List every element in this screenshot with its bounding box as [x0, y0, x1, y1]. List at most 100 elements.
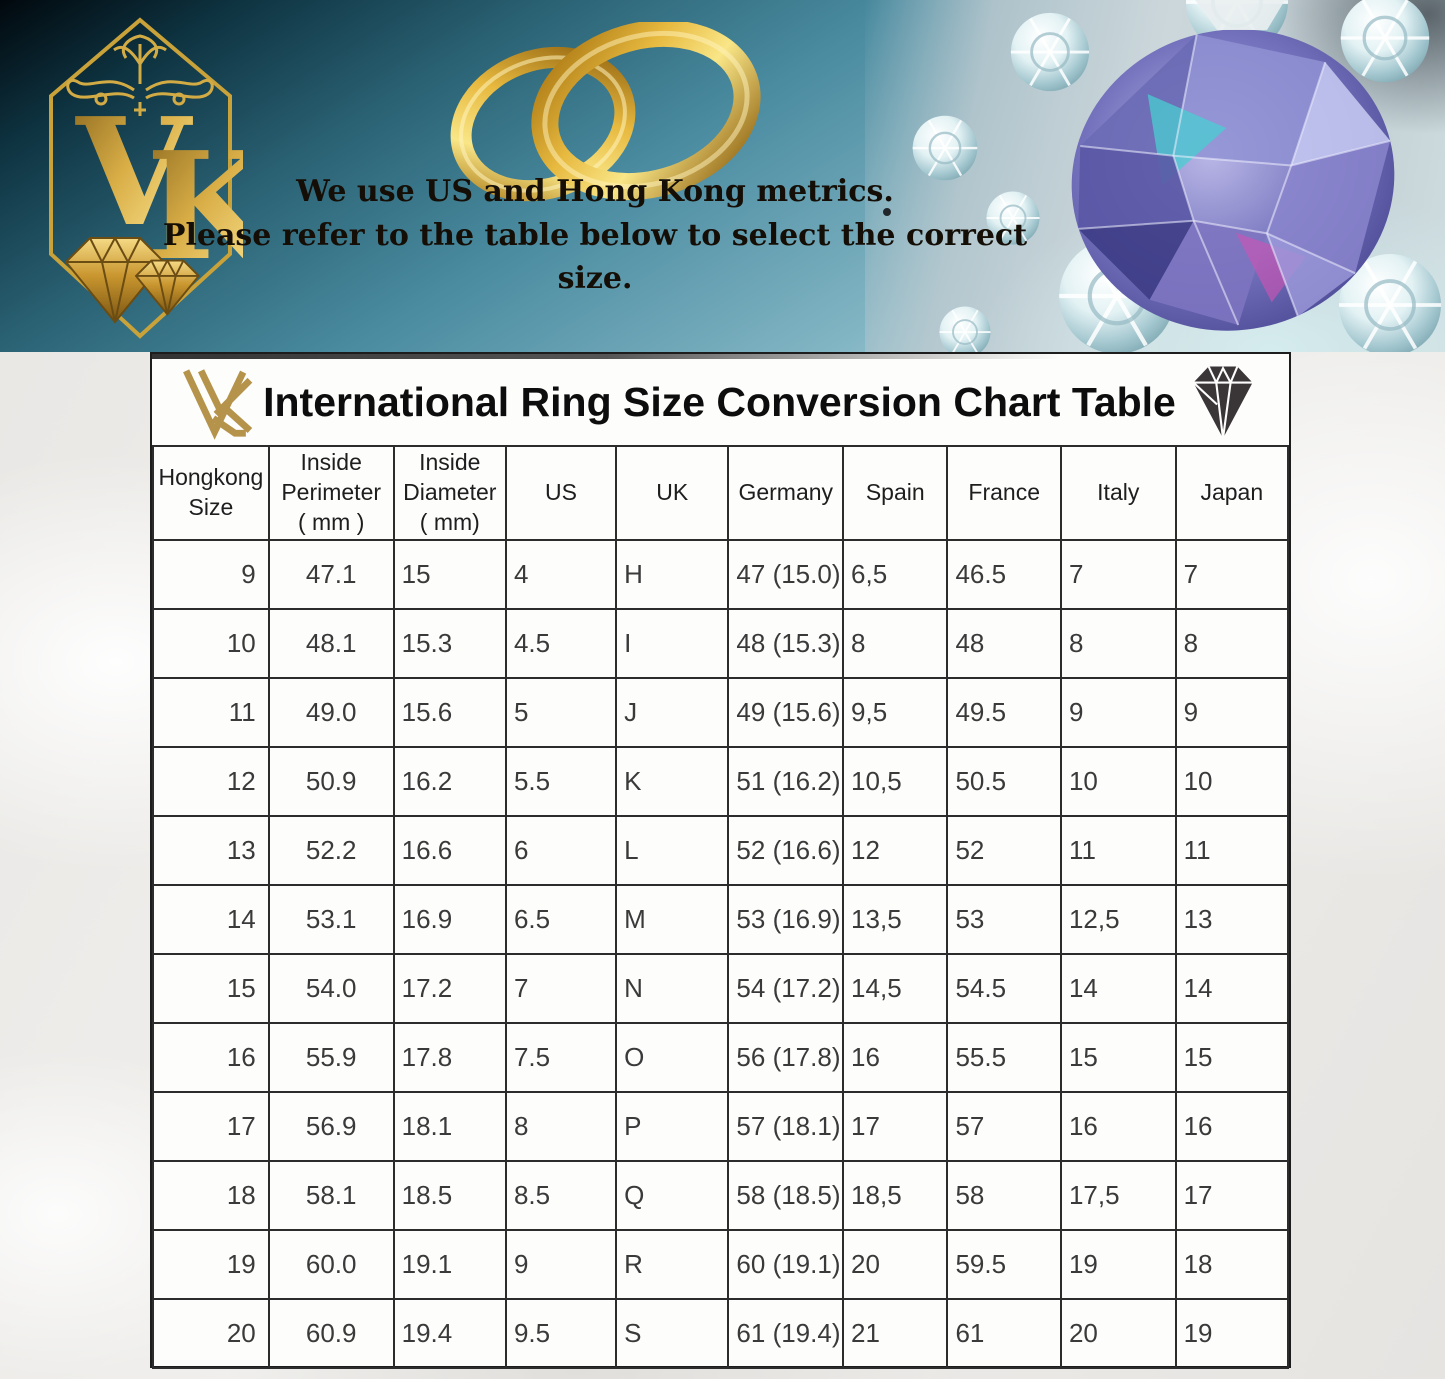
diamonds-photo [865, 0, 1445, 352]
table-cell: 61 [946, 1297, 1062, 1369]
table-cell: 53.1 [267, 883, 395, 955]
table-cell: 17 [152, 1090, 270, 1162]
table-cell: 19 [1059, 1228, 1177, 1300]
table-cell: J [615, 676, 730, 748]
table-cell: 7 [1059, 538, 1177, 610]
table-cell: 20 [842, 1228, 949, 1300]
table-cell: 5.5 [504, 745, 618, 817]
table-cell: 17 [1174, 1159, 1290, 1231]
table-cell: 13 [1174, 883, 1290, 955]
table-cell: 47.1 [267, 538, 395, 610]
table-row: 15 54.0 17.2 7 N 54 (17.2) 14,5 54.5 14 14 [152, 952, 1290, 1024]
vk-monogram-icon [183, 369, 253, 440]
table-cell: 14,5 [842, 952, 949, 1024]
table-cell: 15 [1059, 1021, 1177, 1093]
table-cell: 15 [152, 952, 270, 1024]
table-cell: 19.1 [392, 1228, 507, 1300]
table-row: 14 53.1 16.9 6.5 M 53 (16.9) 13,5 53 12,5 13 [152, 883, 1290, 955]
table-cell: 55.5 [946, 1021, 1062, 1093]
ring-size-chart-card: International Ring Size Conversion Chart… [150, 352, 1291, 1369]
table-cell: 17.8 [392, 1021, 507, 1093]
table-row: 9 47.1 15 4 H 47 (15.0) 6,5 46.5 7 7 [152, 538, 1290, 610]
table-cell: 54.5 [946, 952, 1062, 1024]
table-cell: 9.5 [504, 1297, 618, 1369]
table-cell: 19 [1174, 1297, 1290, 1369]
table-cell: 52.2 [267, 814, 395, 886]
table-cell: 8 [842, 607, 949, 679]
table-cell: 13,5 [842, 883, 949, 955]
table-cell: 53 (16.9) [727, 883, 845, 955]
column-header: Japan [1174, 445, 1290, 541]
table-cell: 60.0 [267, 1228, 395, 1300]
logo-letter-v: V [75, 85, 193, 259]
table-cell: 16 [1174, 1090, 1290, 1162]
table-cell: 60.9 [267, 1297, 395, 1369]
table-cell: 49.5 [946, 676, 1062, 748]
table-cell: 18 [1174, 1228, 1290, 1300]
table-cell: 16 [152, 1021, 270, 1093]
table-cell: 10 [1174, 745, 1290, 817]
table-cell: H [615, 538, 730, 610]
table-cell: 12 [152, 745, 270, 817]
table-cell: 50.5 [946, 745, 1062, 817]
table-cell: 15 [1174, 1021, 1290, 1093]
table-cell: 58.1 [267, 1159, 395, 1231]
table-cell: 9 [1059, 676, 1177, 748]
table-row: 17 56.9 18.1 8 P 57 (18.1) 17 57 16 16 [152, 1090, 1290, 1162]
column-header: Spain [842, 445, 949, 541]
table-cell: 9 [1174, 676, 1290, 748]
column-header: UK [615, 445, 730, 541]
table-cell: 9 [504, 1228, 618, 1300]
table-cell: I [615, 607, 730, 679]
ring-size-table: Hongkong Size Inside Perimeter ( mm ) Insi… [152, 445, 1290, 1369]
table-cell: S [615, 1297, 730, 1369]
column-header: Italy [1059, 445, 1177, 541]
table-cell: 49.0 [267, 676, 395, 748]
table-cell: 8 [1059, 607, 1177, 679]
big-violet-diamond [1071, 29, 1395, 331]
column-header: France [946, 445, 1062, 541]
table-cell: 10 [1059, 745, 1177, 817]
table-cell: 6 [504, 814, 618, 886]
column-header: Inside Perimeter ( mm ) [267, 445, 395, 541]
table-cell: 8 [504, 1090, 618, 1162]
table-cell: 57 [946, 1090, 1062, 1162]
table-cell: 53 [946, 883, 1062, 955]
table-cell: 18.1 [392, 1090, 507, 1162]
table-cell: 15.6 [392, 676, 507, 748]
table-cell: 54 (17.2) [727, 952, 845, 1024]
table-cell: 10,5 [842, 745, 949, 817]
banner-message-line2: Please refer to the table below to selec… [162, 217, 1028, 297]
table-cell: 20 [152, 1297, 270, 1369]
table-cell: 49 (15.6) [727, 676, 845, 748]
table-header-row: Hongkong Size Inside Perimeter ( mm ) Insi… [152, 445, 1290, 541]
table-cell: 12 [842, 814, 949, 886]
chart-title: International Ring Size Conversion Chart… [263, 378, 1176, 425]
table-cell: 6,5 [842, 538, 949, 610]
table-cell: 16 [1059, 1090, 1177, 1162]
table-row: 18 58.1 18.5 8.5 Q 58 (18.5) 18,5 58 17,5 17 [152, 1159, 1290, 1231]
table-cell: 19.4 [392, 1297, 507, 1369]
table-row: 20 60.9 19.4 9.5 S 61 (19.4) 21 61 20 19 [152, 1297, 1290, 1369]
chart-title-bar: International Ring Size Conversion Chart… [152, 359, 1289, 445]
table-cell: 11 [1174, 814, 1290, 886]
table-cell: 17.2 [392, 952, 507, 1024]
banner-message: We use US and Hong Kong metrics. Please … [160, 170, 1030, 301]
table-row: 11 49.0 15.6 5 J 49 (15.6) 9,5 49.5 9 9 [152, 676, 1290, 748]
card-top-shadow [152, 354, 1289, 359]
table-cell: 18.5 [392, 1159, 507, 1231]
table-cell: 58 [946, 1159, 1062, 1231]
table-cell: 16.6 [392, 814, 507, 886]
table-cell: 56 (17.8) [727, 1021, 845, 1093]
table-cell: 19 [152, 1228, 270, 1300]
table-cell: 8 [1174, 607, 1290, 679]
table-cell: 16.9 [392, 883, 507, 955]
table-cell: 16.2 [392, 745, 507, 817]
table-cell: 13 [152, 814, 270, 886]
table-cell: 58 (18.5) [727, 1159, 845, 1231]
table-cell: L [615, 814, 730, 886]
table-cell: 9 [152, 538, 270, 610]
column-header: US [504, 445, 618, 541]
table-cell: 8.5 [504, 1159, 618, 1231]
table-cell: 17 [842, 1090, 949, 1162]
